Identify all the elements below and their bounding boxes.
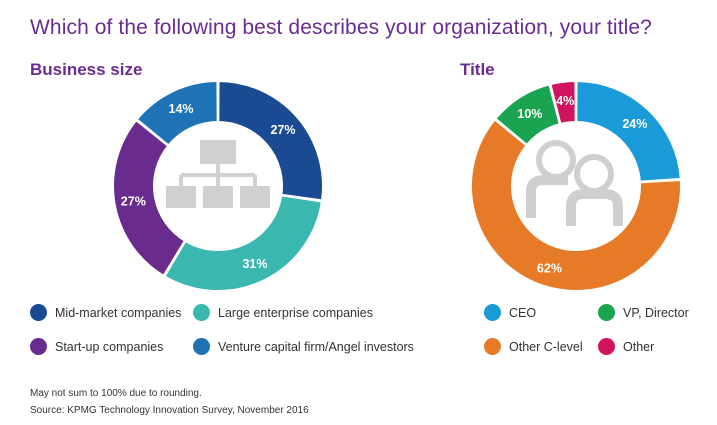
title-data-label: 62% [537,261,562,275]
business-size-data-label: 14% [169,102,194,116]
title-chart-title: Title [460,60,495,79]
title-data-label: 24% [622,117,647,131]
business-size-slice-1 [217,79,324,202]
legend-swatch [598,304,615,321]
legend-swatch [193,338,210,355]
legend-label: Other [623,339,655,354]
legend-label: Mid-market companies [55,305,182,320]
main-title: Which of the following best describes yo… [30,16,652,39]
legend-swatch [193,304,210,321]
legend-item: Other [598,338,654,355]
title-data-label: 4% [556,94,574,108]
title-slice-3 [494,83,561,147]
people-icon [526,140,623,226]
title-donut-chart: 24% 62% 10% 4% [470,79,682,292]
title-slice-2 [470,118,682,292]
legend-item: VP, Director [598,304,689,321]
footnote-rounding: May not sum to 100% due to rounding. [30,388,202,399]
title-slice-4 [549,79,577,126]
legend-label: Other C-level [509,339,583,354]
title-data-label: 10% [517,107,542,121]
business-size-data-label: 31% [242,257,267,271]
title-slice-1 [575,79,682,183]
legend-swatch [484,338,501,355]
legend-label: CEO [509,305,537,320]
legend-label: VP, Director [623,305,689,320]
legend-item: Large enterprise companies [193,304,373,321]
legend-label: Start-up companies [55,339,164,354]
legend-swatch [30,338,47,355]
legend-item: Venture capital firm/Angel investors [193,338,414,355]
business-size-title: Business size [30,60,143,79]
business-size-data-label: 27% [270,123,295,137]
legend-item: Other C-level [484,338,583,355]
legend-item: Start-up companies [30,338,163,355]
legend-swatch [598,338,615,355]
legend-swatch [484,304,501,321]
legend-swatch [30,304,47,321]
legend-item: CEO [484,304,536,321]
business-size-slice-2 [163,194,323,292]
footnote-source: Source: KPMG Technology Innovation Surve… [30,405,309,416]
org-chart-icon [166,140,270,208]
legend-item: Mid-market companies [30,304,181,321]
business-size-donut-chart: 27% 31% 27% 14% [112,79,324,292]
business-size-data-label: 27% [121,194,146,208]
business-size-slice-4 [135,79,219,147]
legend-label: Large enterprise companies [218,305,373,320]
legend-label: Venture capital firm/Angel investors [218,339,414,354]
business-size-slice-3 [112,118,187,278]
